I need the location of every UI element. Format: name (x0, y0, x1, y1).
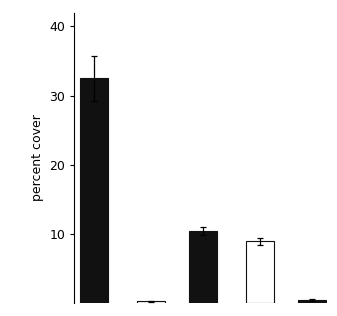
Bar (298, 300, 326, 303)
Bar (189, 231, 217, 303)
Bar (246, 241, 274, 303)
Y-axis label: percent cover: percent cover (31, 115, 44, 201)
Bar (80, 78, 108, 303)
Bar (137, 301, 164, 303)
